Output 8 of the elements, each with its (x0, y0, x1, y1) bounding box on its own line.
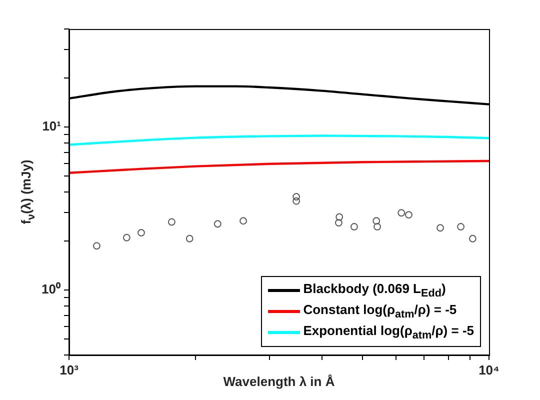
legend-label: Exponential log(ρ$_{atm}$/ρ) = -5 (303, 323, 474, 342)
y-tick-label: 10¹ (42, 118, 61, 134)
legend-label: Blackbody (0.069 L$_{Edd}$) (303, 281, 446, 300)
x-axis-title: Wavelength λ in Å (223, 374, 335, 389)
y-tick-label: 10⁰ (42, 282, 61, 297)
x-tick-label: 10⁴ (478, 362, 500, 378)
legend-label: Constant log(ρ$_{atm}$/ρ) = -5 (303, 302, 457, 321)
x-tick-label: 10³ (60, 362, 80, 378)
